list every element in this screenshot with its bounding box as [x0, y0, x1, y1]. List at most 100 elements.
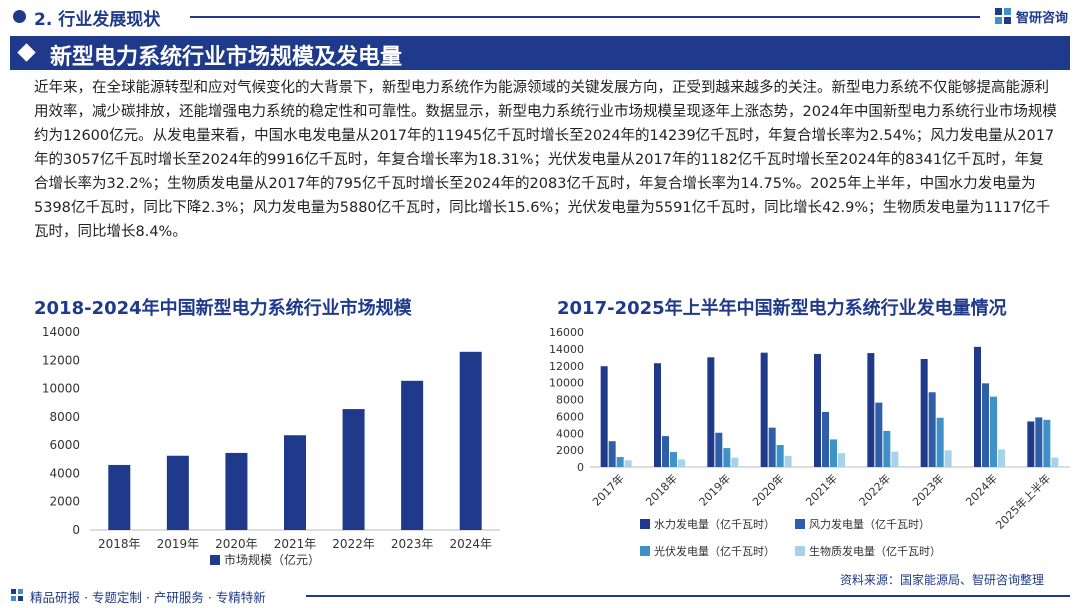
x-tick-label: 2018年: [98, 537, 141, 551]
section-bullet-icon: [13, 10, 26, 23]
bar: [920, 359, 928, 467]
x-tick-label: 2022年: [332, 537, 375, 551]
legend-swatch: [795, 546, 805, 556]
bar: [974, 346, 981, 467]
bar: [822, 411, 829, 467]
bar: [600, 366, 608, 467]
bar: [401, 380, 424, 530]
legend-swatch: [640, 546, 650, 556]
bar: [678, 459, 685, 467]
x-tick-label: 2024年: [449, 537, 492, 551]
top-header: 2. 行业发展现状 智研咨询: [0, 0, 1080, 34]
y-tick-label: 0: [577, 461, 584, 474]
legend-label: 光伏发电量（亿千瓦时）: [654, 544, 775, 558]
y-tick-label: 8000: [49, 410, 80, 424]
x-tick-label: 2017年: [589, 471, 626, 508]
bar: [814, 353, 821, 467]
legend-label: 生物质发电量（亿千瓦时）: [809, 544, 941, 558]
bar: [1051, 457, 1059, 467]
bar: [838, 453, 845, 467]
bar: [776, 444, 784, 467]
legend-label: 风力发电量（亿千瓦时）: [809, 517, 930, 531]
y-tick-label: 4000: [49, 466, 80, 480]
bar: [284, 435, 306, 530]
power-generation-chart: 0 2000 4000 6000 8000 10000 12000 14000 16000 201…: [549, 326, 1070, 558]
y-tick-label: 4000: [556, 427, 584, 440]
y-tick-label: 10000: [549, 377, 584, 390]
bar: [731, 457, 739, 467]
bar: [982, 383, 989, 467]
bar: [624, 460, 632, 467]
x-tick-label: 2021年: [274, 537, 317, 551]
bar: [108, 464, 131, 530]
bar: [928, 392, 936, 467]
legend-swatch: [210, 555, 220, 565]
x-tick-label: 2024年: [963, 471, 1000, 508]
bar: [990, 396, 997, 467]
y-tick-label: 8000: [556, 394, 584, 407]
footer-divider: [306, 595, 1070, 597]
bar: [760, 352, 768, 467]
x-tick-label: 2023年: [909, 471, 946, 508]
y-tick-label: 14000: [549, 343, 584, 356]
x-tick-label: 2025年上半年: [993, 471, 1054, 532]
brand-logo-text: 智研咨询: [1015, 10, 1068, 26]
x-tick-label: 2018年: [643, 471, 680, 508]
bar: [654, 363, 661, 467]
bar: [1043, 419, 1051, 467]
bar: [662, 436, 669, 467]
bar: [225, 452, 248, 530]
x-tick-label: 2020年: [215, 537, 258, 551]
bar: [723, 448, 731, 467]
legend-label: 市场规模（亿元）: [224, 552, 320, 567]
y-tick-label: 6000: [556, 410, 584, 423]
diamond-icon: [17, 43, 36, 62]
y-tick-label: 14000: [42, 325, 80, 339]
y-tick-label: 12000: [549, 360, 584, 373]
legend-swatch: [795, 519, 805, 529]
bar: [830, 439, 837, 467]
y-tick-label: 12000: [42, 353, 80, 367]
y-tick-label: 2000: [49, 495, 80, 509]
chart2-title: 2017-2025年上半年中国新型电力系统行业发电量情况: [557, 298, 1007, 319]
bar: [1027, 421, 1035, 467]
bar: [616, 457, 624, 467]
footer-logo-icon: [11, 589, 23, 601]
bar: [608, 441, 616, 467]
x-tick-label: 2021年: [803, 471, 840, 508]
x-tick-label: 2023年: [391, 537, 434, 551]
page-title: 新型电力系统行业市场规模及发电量: [50, 45, 403, 70]
body-paragraph: 近年来，在全球能源转型和应对气候变化的大背景下，新型电力系统作为能源领域的关键发…: [34, 80, 1057, 240]
y-tick-label: 6000: [49, 438, 80, 452]
legend-label: 水力发电量（亿千瓦时）: [654, 517, 775, 531]
bar: [166, 455, 189, 530]
bar: [715, 432, 723, 467]
data-source-note: 资料来源：国家能源局、智研咨询整理: [839, 573, 1044, 587]
bar: [944, 450, 952, 467]
bar: [707, 357, 715, 467]
bar: [875, 402, 883, 467]
x-tick-label: 2020年: [749, 471, 786, 508]
bar: [867, 353, 875, 467]
bar: [936, 417, 944, 467]
y-tick-label: 2000: [556, 444, 584, 457]
brand-logo: 智研咨询: [994, 5, 1068, 27]
section-heading: 2. 行业发展现状: [34, 10, 161, 30]
y-tick-label: 16000: [549, 326, 584, 339]
y-tick-label: 0: [72, 523, 80, 537]
bar: [891, 451, 899, 467]
x-tick-label: 2022年: [856, 471, 893, 508]
title-bar: 新型电力系统行业市场规模及发电量: [10, 36, 1070, 70]
bar: [459, 351, 482, 530]
bar: [784, 455, 792, 467]
bar: [883, 430, 891, 467]
legend-swatch: [640, 519, 650, 529]
bar: [768, 427, 776, 467]
brand-logo-icon: [994, 8, 1011, 24]
bar: [1035, 417, 1043, 467]
bottom-footer: 精品研报 · 专题定制 · 产研服务 · 专精特新: [0, 583, 1080, 608]
x-tick-label: 2019年: [157, 537, 200, 551]
x-tick-label: 2019年: [696, 471, 733, 508]
footer-slogan: 精品研报 · 专题定制 · 产研服务 · 专精特新: [30, 590, 266, 605]
bar: [670, 452, 677, 467]
